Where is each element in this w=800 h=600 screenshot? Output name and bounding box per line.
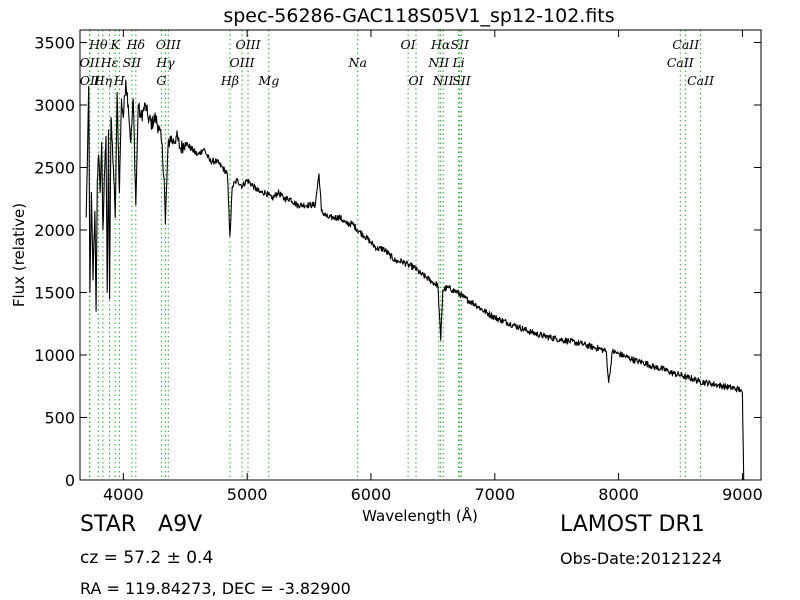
y-tick-label-0: 0 [65,471,75,490]
obs-date-label: Obs-Date:20121224 [560,549,722,568]
line-label-22: SII [451,37,471,52]
series-group [85,79,745,481]
line-label-6: H [113,73,126,88]
y-tick-label-5: 2500 [34,159,75,178]
x-axis: 4000 5000 6000 7000 8000 9000 [103,30,763,504]
plot-frame [79,29,762,481]
classification: STAR A9V [80,512,202,537]
y-tick-label-3: 1500 [34,284,75,303]
subclass: A9V [158,512,203,537]
y-tick-label-2: 1000 [34,346,75,365]
x-tick-label-0: 4000 [103,485,144,504]
line-label-3: Hη [93,73,113,88]
line-label-13: OIII [230,55,256,70]
y-axis-title: Flux (relative) [10,203,28,307]
x-tick-label-1: 5000 [227,485,268,504]
chart-title: spec-56286-GAC118S05V1_sp12-102.fits [223,5,614,27]
y-tick-label-1: 500 [44,409,75,428]
line-label-14: Hβ [220,73,239,88]
line-label-11: G [156,73,166,88]
line-label-10: Hγ [155,55,175,70]
x-tick-label-4: 8000 [598,485,639,504]
x-tick-label-2: 6000 [351,485,392,504]
line-label-9: OIII [156,37,182,52]
object-class: STAR [80,512,137,537]
survey-label: LAMOST DR1 [560,512,705,537]
line-label-16: Na [348,55,367,70]
line-label-1: OII [80,73,101,88]
line-label-12: OIII [235,37,261,52]
line-label-18: OI [408,73,424,88]
y-tick-label-6: 3000 [34,96,75,115]
line-label-27: CaII [687,73,715,88]
line-label-20: NII [427,55,450,70]
line-label-26: CaII [667,55,695,70]
x-tick-label-3: 7000 [474,485,515,504]
spectrum-line-0 [85,79,745,481]
y-tick-label-7: 3500 [34,34,75,53]
x-tick-label-5: 9000 [722,485,763,504]
x-axis-title: Wavelength (Å) [362,506,478,525]
redshift-label: cz = 57.2 ± 0.4 [80,548,214,568]
coordinates-label: RA = 119.84273, DEC = -3.82900 [80,579,351,598]
line-label-19: Hα [430,37,451,52]
line-label-2: Hθ [88,37,108,52]
line-label-23: Li [451,55,464,70]
line-label-7: SII [123,55,143,70]
line-label-8: Hδ [126,37,145,52]
line-label-25: CaII [672,37,700,52]
line-label-15: Mg [257,73,279,88]
line-label-17: OI [401,37,417,52]
line-label-21: NII [432,73,455,88]
line-label-4: Hε [100,55,119,70]
line-label-24: SII [452,73,472,88]
y-tick-label-4: 2000 [34,221,75,240]
y-axis: 0 500 1000 1500 2000 2500 3000 3500 [34,34,761,490]
line-label-5: K [109,37,120,52]
